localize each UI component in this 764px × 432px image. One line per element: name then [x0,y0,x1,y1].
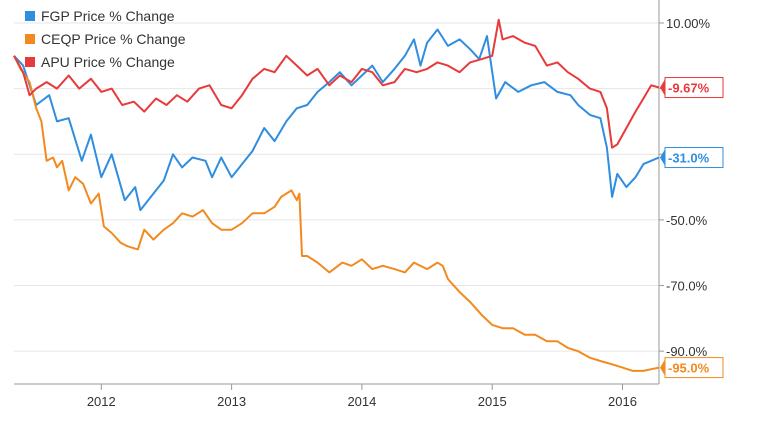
end-label-box-ceqp [664,357,724,379]
end-label-box-apu [664,77,724,99]
y-tick-label: -50.0% [666,213,708,228]
end-value-labels: -31.0% -95.0% -9.67% [660,77,724,379]
legend-swatch-apu [25,57,35,67]
y-tick-label: 10.00% [666,16,711,31]
legend-swatch-ceqp [25,34,35,44]
x-axis-ticks: 2012 2013 2014 2015 2016 [87,384,637,409]
series-line-fgp [13,28,660,212]
series-line-ceqp [13,55,660,372]
end-label-ceqp: -95.0% [668,361,710,376]
legend: FGP Price % Change CEQP Price % Change A… [25,8,186,70]
x-tick-label: 2012 [87,394,116,409]
end-label-box-fgp [664,147,724,169]
series-lines [13,18,660,372]
end-label-apu: -9.67% [668,81,710,96]
grid-lines [14,22,659,352]
legend-label-ceqp: CEQP Price % Change [41,31,186,47]
legend-label-apu: APU Price % Change [41,54,175,70]
x-tick-label: 2014 [347,394,376,409]
end-label-fgp: -31.0% [668,151,710,166]
y-tick-label: -90.0% [666,344,708,359]
series-line-apu [13,18,660,149]
y-tick-label: -70.0% [666,279,708,294]
x-tick-label: 2013 [217,394,246,409]
x-tick-label: 2016 [608,394,637,409]
x-tick-label: 2015 [478,394,507,409]
legend-label-fgp: FGP Price % Change [41,8,175,24]
y-axis-ticks: 10.00% -50.0% -70.0% -90.0% [659,16,711,359]
legend-swatch-fgp [25,11,35,21]
